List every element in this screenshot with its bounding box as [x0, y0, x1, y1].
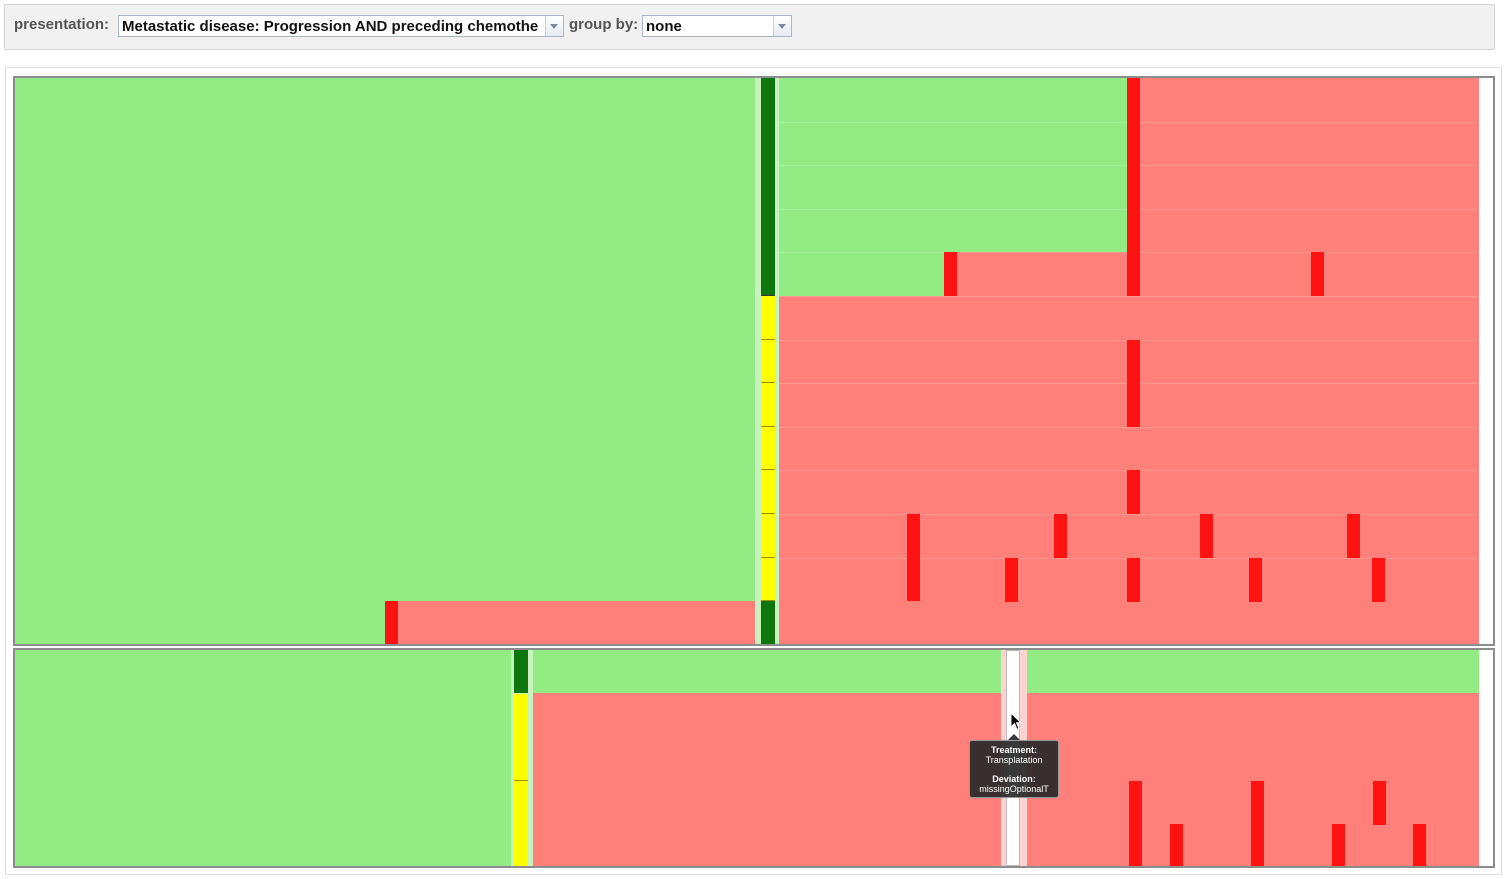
- left-progression-cell[interactable]: [398, 601, 755, 644]
- group-by-select-value: none: [646, 18, 682, 35]
- status-bar-green[interactable]: [761, 78, 775, 296]
- red-event-bar[interactable]: [1170, 824, 1183, 866]
- timeline-panel-bottom: [13, 648, 1495, 868]
- red-event-bar[interactable]: [1200, 514, 1213, 558]
- presentation-select-value: Metastatic disease: Progression AND prec…: [122, 18, 539, 35]
- red-event-bar[interactable]: [1413, 824, 1426, 866]
- red-event-bar[interactable]: [385, 601, 398, 644]
- red-event-bar[interactable]: [1251, 781, 1264, 866]
- red-event-bar[interactable]: [1054, 514, 1067, 558]
- right-green-cell[interactable]: [779, 252, 945, 296]
- red-event-bar[interactable]: [1127, 470, 1140, 514]
- tooltip-deviation-label: Deviation:: [992, 774, 1036, 784]
- status-bar-yellow[interactable]: [514, 694, 528, 738]
- red-event-bar[interactable]: [1127, 340, 1140, 427]
- red-event-bar[interactable]: [1127, 558, 1140, 602]
- red-event-bar[interactable]: [1311, 252, 1324, 296]
- tooltip: Treatment: Transplatation Deviation: mis…: [969, 740, 1059, 798]
- row-separator: [779, 427, 1479, 428]
- status-bar-yellow[interactable]: [514, 824, 528, 866]
- red-event-bar[interactable]: [944, 252, 957, 296]
- status-bar-yellow[interactable]: [514, 781, 528, 825]
- status-bar-yellow[interactable]: [761, 557, 775, 602]
- group-by-select[interactable]: none: [642, 15, 792, 37]
- red-event-bar[interactable]: [1249, 558, 1262, 602]
- status-bar-green[interactable]: [514, 650, 528, 693]
- status-bar-yellow[interactable]: [761, 470, 775, 514]
- status-bar-yellow[interactable]: [761, 514, 775, 558]
- status-bar-yellow[interactable]: [761, 426, 775, 471]
- red-event-bar[interactable]: [1005, 558, 1018, 602]
- left-period-cell[interactable]: [15, 78, 755, 644]
- red-event-bar[interactable]: [1129, 781, 1142, 866]
- status-bar-yellow[interactable]: [761, 383, 775, 427]
- row-separator: [779, 514, 1479, 515]
- tooltip-deviation-value: missingOptionalT: [979, 784, 1049, 794]
- status-bar-yellow[interactable]: [514, 737, 528, 781]
- presentation-select[interactable]: Metastatic disease: Progression AND prec…: [118, 15, 564, 37]
- tooltip-pointer: [1008, 734, 1020, 740]
- red-event-bar[interactable]: [1372, 558, 1385, 602]
- right-green-cell[interactable]: [779, 78, 1128, 252]
- toolbar: presentation: Metastatic disease: Progre…: [4, 4, 1495, 50]
- presentation-label: presentation:: [14, 16, 110, 33]
- red-event-bar[interactable]: [1127, 78, 1140, 296]
- red-event-bar[interactable]: [907, 514, 920, 601]
- red-event-bar[interactable]: [1347, 514, 1360, 558]
- chevron-down-icon[interactable]: [773, 16, 791, 36]
- red-event-bar[interactable]: [1332, 824, 1345, 866]
- status-bar-green[interactable]: [761, 601, 775, 644]
- tooltip-treatment-label: Treatment:: [990, 745, 1037, 755]
- chevron-down-icon[interactable]: [545, 16, 563, 36]
- row-separator: [779, 296, 1479, 297]
- left-period-cell[interactable]: [15, 650, 511, 866]
- status-bar-yellow[interactable]: [761, 296, 775, 340]
- timeline-panel-top: [13, 76, 1495, 646]
- mouse-cursor-icon: [1010, 712, 1023, 731]
- group-by-label: group by:: [569, 16, 639, 33]
- red-event-bar[interactable]: [1373, 781, 1386, 825]
- status-bar-yellow[interactable]: [761, 339, 775, 384]
- tooltip-treatment-value: Transplatation: [985, 755, 1043, 765]
